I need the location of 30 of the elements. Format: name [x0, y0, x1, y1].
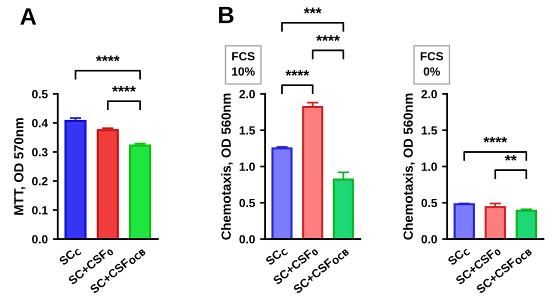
annotation: ** — [504, 154, 517, 161]
y-tick-label: 2.0 — [421, 90, 437, 98]
y-tick-label: 0.0 — [32, 235, 48, 244]
chart-title: B — [219, 6, 234, 24]
y-tick-label: 0.5 — [421, 198, 438, 208]
y-tick-label: 0.4 — [32, 118, 48, 128]
y-axis-title: Chemotaxis, OD 560nm — [403, 94, 415, 240]
y-tick-label: 0.0 — [421, 235, 437, 244]
text: **** — [316, 35, 340, 41]
y-tick-label: 0.1 — [32, 206, 48, 214]
annotation: **** — [483, 136, 508, 143]
y-tick-label: 1.0 — [422, 162, 437, 171]
text: FCS 0% — [420, 52, 444, 76]
y-tick-label: 1.5 — [422, 126, 438, 135]
text: FCS 10% — [232, 52, 255, 76]
y-tick-label: 0.5 — [239, 198, 256, 208]
y-tick-label: 0.2 — [32, 177, 48, 186]
y-tick-label: 0.0 — [239, 235, 255, 244]
text: *** — [304, 8, 322, 14]
y-tick-label: 2.0 — [239, 90, 255, 98]
text: **** — [112, 86, 136, 92]
y-tick-label: 1.0 — [240, 162, 255, 171]
y-tick-label: 1.5 — [240, 126, 256, 135]
y-axis-title: Chemotaxis, OD 560nm — [221, 94, 233, 240]
chart-title: A — [20, 8, 36, 25]
text: **** — [285, 70, 310, 76]
y-tick-label: 0.3 — [32, 148, 48, 156]
text: **** — [96, 56, 120, 62]
y-axis-title: MTT, OD 570nm — [14, 118, 26, 215]
y-tick-label: 0.5 — [32, 90, 48, 98]
